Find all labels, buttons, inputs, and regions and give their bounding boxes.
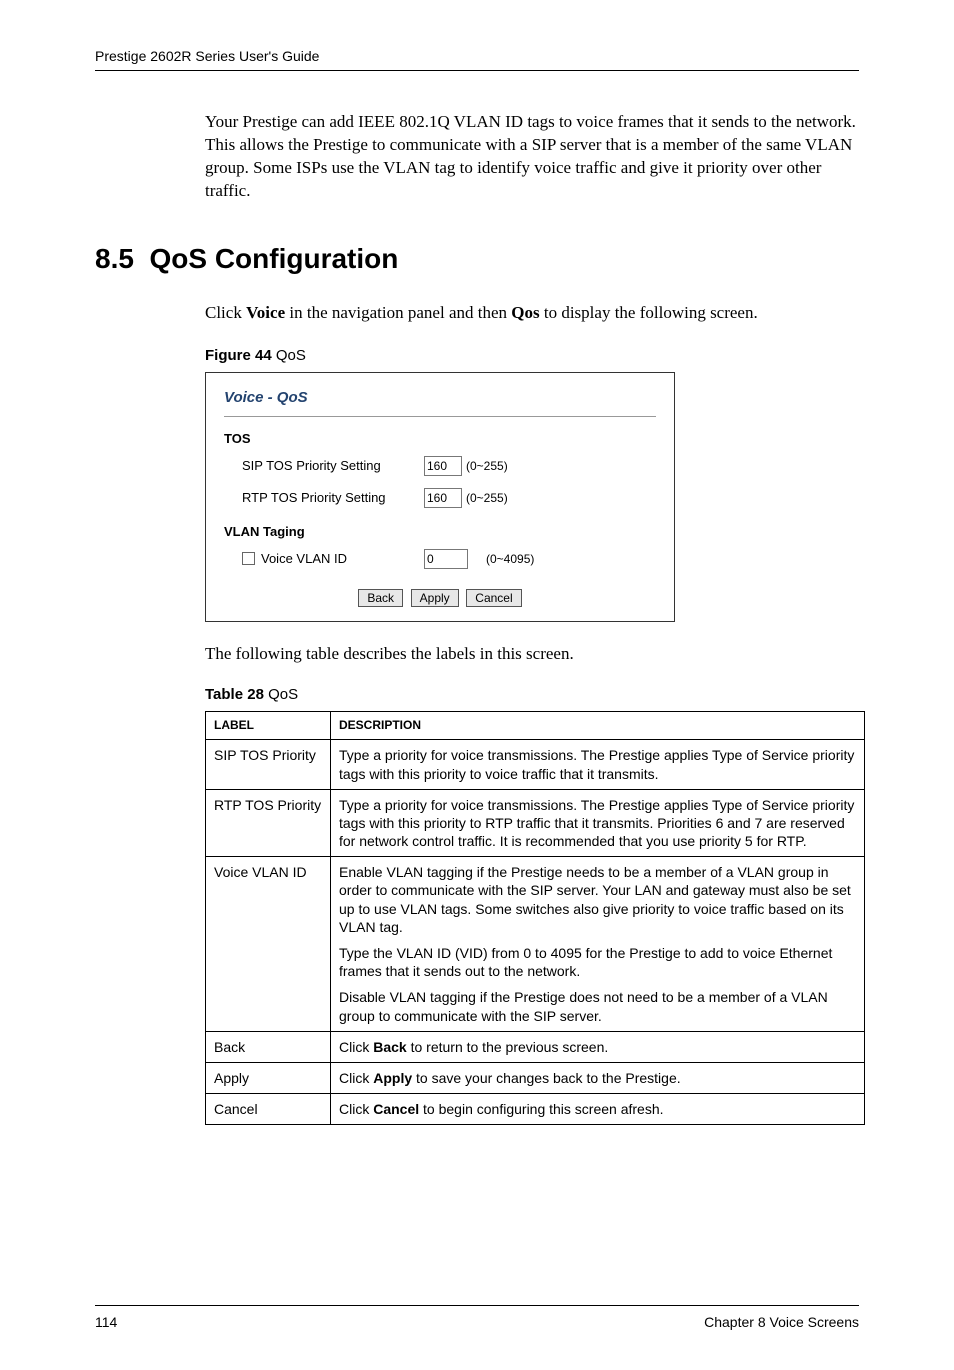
- qos-table: LABEL DESCRIPTION SIP TOS PriorityType a…: [205, 711, 865, 1126]
- voice-vlan-label: Voice VLAN ID: [261, 551, 347, 566]
- voice-vlan-checkbox[interactable]: [242, 552, 255, 565]
- section-number: 8.5: [95, 243, 134, 274]
- qos-screenshot: Voice - QoS TOS SIP TOS Priority Setting…: [205, 372, 675, 622]
- table-caption: Table 28 QoS: [205, 686, 859, 703]
- header-title: Prestige 2602R Series User's Guide: [95, 48, 319, 64]
- table-row: CancelClick Cancel to begin configuring …: [206, 1094, 865, 1125]
- cell-label: SIP TOS Priority: [206, 740, 331, 789]
- table-row: Voice VLAN IDEnable VLAN tagging if the …: [206, 857, 865, 1032]
- click-paragraph: Click Voice in the navigation panel and …: [205, 303, 859, 323]
- intro-paragraph: Your Prestige can add IEEE 802.1Q VLAN I…: [205, 111, 859, 203]
- table-row: BackClick Back to return to the previous…: [206, 1031, 865, 1062]
- voice-vlan-input[interactable]: [424, 549, 468, 569]
- footer-page-number: 114: [95, 1314, 117, 1330]
- screenshot-title: Voice - QoS: [224, 383, 656, 417]
- cell-label: Apply: [206, 1062, 331, 1093]
- rtp-tos-label: RTP TOS Priority Setting: [224, 490, 424, 505]
- back-button[interactable]: Back: [358, 589, 403, 607]
- section-title: QoS Configuration: [150, 243, 399, 274]
- sip-tos-input[interactable]: [424, 456, 462, 476]
- cell-label: Voice VLAN ID: [206, 857, 331, 1032]
- cell-description: Click Back to return to the previous scr…: [331, 1031, 865, 1062]
- table-row: SIP TOS PriorityType a priority for voic…: [206, 740, 865, 789]
- rtp-tos-input[interactable]: [424, 488, 462, 508]
- table-row: ApplyClick Apply to save your changes ba…: [206, 1062, 865, 1093]
- cell-description: Enable VLAN tagging if the Prestige need…: [331, 857, 865, 1032]
- table-header-row: LABEL DESCRIPTION: [206, 711, 865, 740]
- footer-chapter: Chapter 8 Voice Screens: [704, 1314, 859, 1330]
- table-row: RTP TOS PriorityType a priority for voic…: [206, 789, 865, 857]
- tos-section-label: TOS: [224, 431, 656, 446]
- cell-description: Type a priority for voice transmissions.…: [331, 789, 865, 857]
- sip-tos-row: SIP TOS Priority Setting (0~255): [224, 456, 656, 476]
- cell-label: Cancel: [206, 1094, 331, 1125]
- th-label: LABEL: [206, 711, 331, 740]
- table-intro-paragraph: The following table describes the labels…: [205, 644, 859, 664]
- screenshot-buttons: Back Apply Cancel: [224, 589, 656, 607]
- section-heading: 8.5 QoS Configuration: [95, 243, 859, 275]
- cancel-button[interactable]: Cancel: [466, 589, 521, 607]
- th-description: DESCRIPTION: [331, 711, 865, 740]
- voice-vlan-range: (0~4095): [486, 552, 534, 566]
- sip-tos-range: (0~255): [466, 459, 508, 473]
- cell-label: RTP TOS Priority: [206, 789, 331, 857]
- rtp-tos-row: RTP TOS Priority Setting (0~255): [224, 488, 656, 508]
- page-header: Prestige 2602R Series User's Guide: [95, 48, 859, 71]
- voice-vlan-row: Voice VLAN ID (0~4095): [224, 549, 656, 569]
- sip-tos-label: SIP TOS Priority Setting: [224, 458, 424, 473]
- page-footer: 114 Chapter 8 Voice Screens: [95, 1305, 859, 1330]
- figure-caption: Figure 44 QoS: [205, 347, 859, 364]
- rtp-tos-range: (0~255): [466, 491, 508, 505]
- cell-description: Type a priority for voice transmissions.…: [331, 740, 865, 789]
- apply-button[interactable]: Apply: [411, 589, 459, 607]
- vlan-section-label: VLAN Taging: [224, 524, 656, 539]
- cell-label: Back: [206, 1031, 331, 1062]
- cell-description: Click Cancel to begin configuring this s…: [331, 1094, 865, 1125]
- cell-description: Click Apply to save your changes back to…: [331, 1062, 865, 1093]
- voice-vlan-label-wrap: Voice VLAN ID: [224, 551, 424, 566]
